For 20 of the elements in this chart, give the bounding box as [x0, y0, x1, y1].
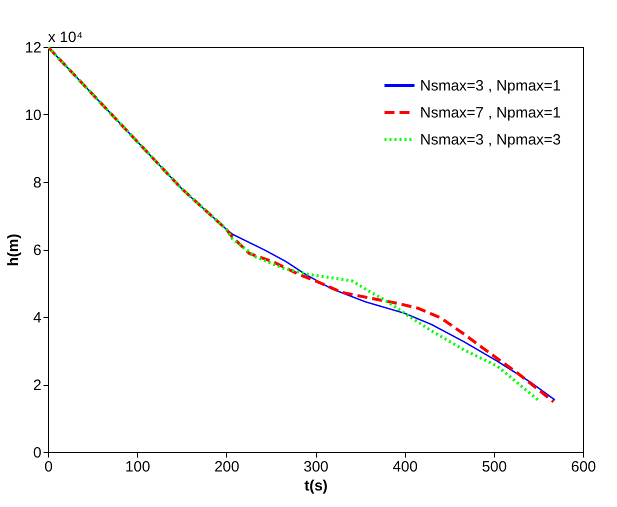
legend-label: Nsmax=3 , Npmax=1 [420, 78, 561, 94]
x-tick-label: 500 [482, 458, 507, 476]
y-tick-label: 6 [33, 242, 42, 259]
text: x 10⁴ [48, 29, 83, 46]
legend-label: Nsmax=7 , Npmax=1 [420, 104, 561, 122]
x-axis-title: t(s) [304, 478, 328, 494]
x-tick-label: 200 [214, 458, 240, 476]
x-tick-label: 100 [125, 458, 150, 476]
y-tick-label: 10 [24, 107, 42, 124]
y-tick-label: 12 [24, 40, 42, 56]
x-tick-label: 300 [303, 458, 329, 476]
x-tick-label: 600 [570, 458, 596, 476]
x-tick-label: 0 [44, 458, 53, 476]
y-tick-label: 0 [33, 444, 42, 462]
y-tick-label: 8 [33, 174, 42, 192]
y-tick-label: 4 [33, 310, 42, 326]
y-axis-title: h(m) [4, 234, 22, 266]
y-tick-label: 2 [33, 377, 42, 394]
x-tick-label: 400 [392, 458, 418, 476]
legend-label: Nsmax=3 , Npmax=3 [420, 132, 561, 148]
